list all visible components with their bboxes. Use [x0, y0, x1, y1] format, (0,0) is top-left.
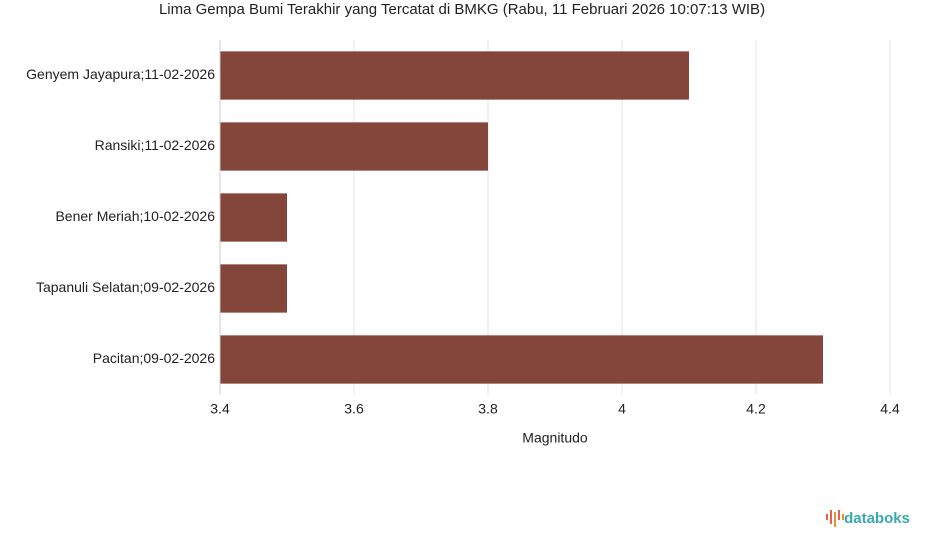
x-tick-label: 3.8: [478, 401, 498, 417]
y-tick-label: Ransiki;11-02-2026: [95, 137, 216, 153]
x-tick-label: 3.4: [210, 401, 230, 417]
y-tick-label: Tapanuli Selatan;09-02-2026: [36, 279, 215, 295]
brand-icon: [826, 510, 844, 527]
bar: [220, 122, 488, 171]
bar: [220, 51, 689, 100]
bar: [220, 264, 287, 313]
y-tick-label: Bener Meriah;10-02-2026: [55, 208, 215, 224]
x-axis-label: Magnitudo: [522, 430, 588, 446]
y-tick-label: Genyem Jayapura;11-02-2026: [26, 66, 215, 82]
bar: [220, 193, 287, 242]
x-tick-label: 3.6: [344, 401, 364, 417]
x-tick-label: 4.4: [880, 401, 900, 417]
chart-title: Lima Gempa Bumi Terakhir yang Tercatat d…: [159, 1, 765, 18]
brand: databoks: [844, 510, 910, 527]
x-tick-label: 4: [618, 401, 626, 417]
x-tick-label: 4.2: [746, 401, 766, 417]
y-tick-label: Pacitan;09-02-2026: [93, 350, 215, 366]
bar: [220, 335, 823, 384]
